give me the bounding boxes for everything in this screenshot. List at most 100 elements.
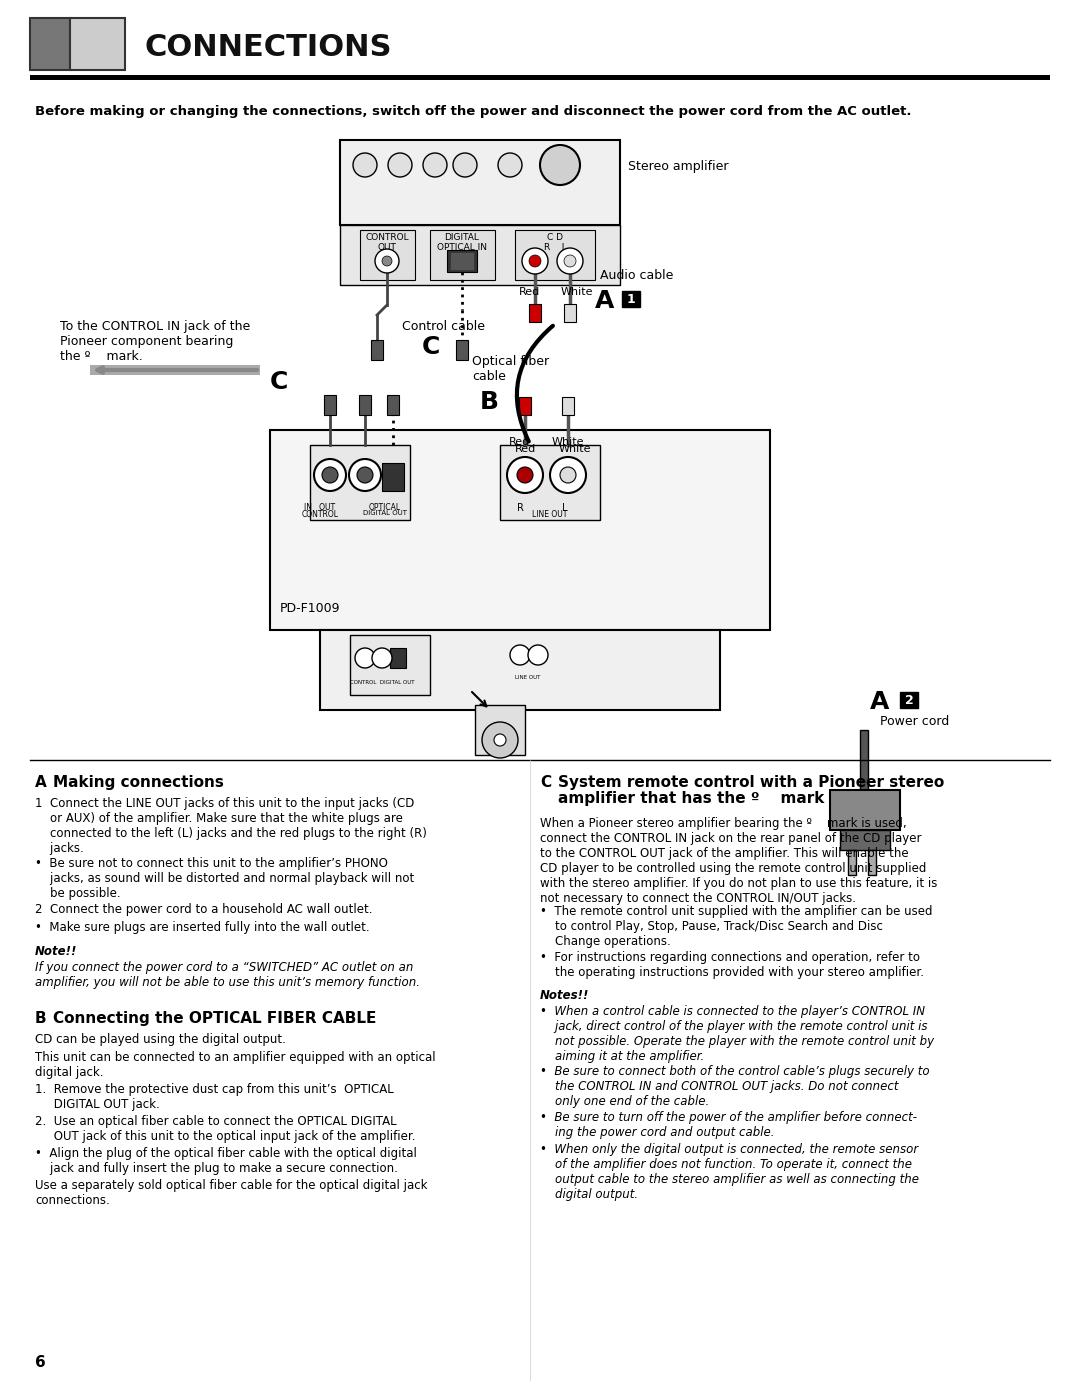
Circle shape [494, 733, 507, 746]
Text: Red: Red [518, 286, 540, 298]
Circle shape [529, 256, 541, 267]
Text: •  Make sure plugs are inserted fully into the wall outlet.: • Make sure plugs are inserted fully int… [35, 921, 369, 935]
Circle shape [388, 154, 411, 177]
Text: Red: Red [514, 444, 536, 454]
Bar [387, 395, 399, 415]
Text: CD can be played using the digital output.: CD can be played using the digital outpu… [35, 1032, 286, 1046]
Text: 2.  Use an optical fiber cable to connect the OPTICAL DIGITAL
     OUT jack of t: 2. Use an optical fiber cable to connect… [35, 1115, 416, 1143]
Text: C D
R    L: C D R L [543, 233, 566, 253]
Text: CONTROL  DIGITAL OUT: CONTROL DIGITAL OUT [350, 680, 415, 685]
Bar [350, 636, 430, 694]
Bar [868, 849, 876, 875]
Bar [456, 339, 468, 360]
Bar [529, 305, 541, 321]
Circle shape [314, 460, 346, 490]
Bar [324, 395, 336, 415]
Bar [340, 140, 620, 225]
Circle shape [510, 645, 530, 665]
Text: C: C [270, 370, 288, 394]
Bar [390, 648, 406, 668]
Text: PD-F1009: PD-F1009 [280, 602, 340, 615]
Text: 1  Connect the LINE OUT jacks of this unit to the input jacks (CD
    or AUX) of: 1 Connect the LINE OUT jacks of this uni… [35, 798, 427, 855]
Bar [622, 291, 640, 307]
Circle shape [564, 256, 576, 267]
Circle shape [540, 145, 580, 184]
Text: •  When a control cable is connected to the player’s CONTROL IN
    jack, direct: • When a control cable is connected to t… [540, 1004, 934, 1063]
Text: Note!!: Note!! [35, 944, 78, 958]
Circle shape [375, 249, 399, 272]
Text: •  Align the plug of the optical fiber cable with the optical digital
    jack a: • Align the plug of the optical fiber ca… [35, 1147, 417, 1175]
Text: LINE OUT: LINE OUT [515, 675, 540, 680]
Text: R: R [516, 503, 524, 513]
Circle shape [382, 256, 392, 265]
Bar [320, 630, 720, 710]
Circle shape [357, 467, 373, 483]
Bar [840, 830, 890, 849]
Bar [372, 339, 383, 360]
Text: CONTROL: CONTROL [301, 510, 338, 520]
Bar [848, 849, 856, 875]
Text: Power cord: Power cord [880, 715, 949, 728]
Bar [447, 250, 477, 272]
Bar [519, 397, 531, 415]
Text: LINE OUT: LINE OUT [532, 510, 568, 520]
Bar [515, 231, 595, 279]
Text: 1.  Remove the protective dust cap from this unit’s  OPTICAL
     DIGITAL OUT ja: 1. Remove the protective dust cap from t… [35, 1083, 394, 1111]
Text: 2  Connect the power cord to a household AC wall outlet.: 2 Connect the power cord to a household … [35, 902, 373, 916]
Text: 1: 1 [626, 293, 635, 306]
Circle shape [522, 249, 548, 274]
Circle shape [498, 154, 522, 177]
Circle shape [353, 154, 377, 177]
Circle shape [349, 460, 381, 490]
Text: IN   OUT: IN OUT [305, 503, 336, 511]
Circle shape [561, 467, 576, 483]
Text: CONTROL
OUT: CONTROL OUT [365, 233, 409, 253]
Text: A: A [35, 775, 46, 789]
Bar [430, 231, 495, 279]
Bar [382, 462, 404, 490]
Bar [359, 395, 372, 415]
Text: amplifier that has the º    mark: amplifier that has the º mark [558, 791, 824, 806]
Text: •  Be sure to connect both of the control cable’s plugs securely to
    the CONT: • Be sure to connect both of the control… [540, 1065, 930, 1108]
Bar [564, 305, 576, 321]
Text: A: A [595, 289, 615, 313]
Circle shape [507, 457, 543, 493]
Bar [340, 225, 620, 285]
Text: Audio cable: Audio cable [600, 270, 673, 282]
Circle shape [423, 154, 447, 177]
Text: •  Be sure not to connect this unit to the amplifier’s PHONO
    jacks, as sound: • Be sure not to connect this unit to th… [35, 856, 415, 900]
Text: B: B [480, 390, 499, 414]
Bar [30, 18, 70, 70]
Text: DIGITAL OUT: DIGITAL OUT [363, 510, 407, 515]
Text: Stereo amplifier: Stereo amplifier [627, 161, 729, 173]
Text: System remote control with a Pioneer stereo: System remote control with a Pioneer ste… [558, 775, 944, 789]
Text: White: White [558, 444, 591, 454]
Text: Making connections: Making connections [53, 775, 224, 789]
Text: CONNECTIONS: CONNECTIONS [145, 34, 392, 61]
Bar [270, 430, 770, 630]
Text: Notes!!: Notes!! [540, 989, 590, 1002]
Bar [562, 397, 573, 415]
Text: If you connect the power cord to a “SWITCHED” AC outlet on an
amplifier, you wil: If you connect the power cord to a “SWIT… [35, 961, 420, 989]
Text: OPTICAL: OPTICAL [369, 503, 401, 511]
Text: B: B [35, 1011, 46, 1025]
Text: 2: 2 [905, 694, 914, 707]
Bar [70, 18, 125, 70]
Text: This unit can be connected to an amplifier equipped with an optical
digital jack: This unit can be connected to an amplifi… [35, 1051, 435, 1078]
Circle shape [557, 249, 583, 274]
Bar [500, 446, 600, 520]
Text: Before making or changing the connections, switch off the power and disconnect t: Before making or changing the connection… [35, 105, 912, 117]
Text: C: C [422, 335, 441, 359]
Text: A: A [870, 690, 889, 714]
Text: •  For instructions regarding connections and operation, refer to
    the operat: • For instructions regarding connections… [540, 951, 924, 979]
Circle shape [517, 467, 534, 483]
Text: White: White [552, 437, 584, 447]
Circle shape [453, 154, 477, 177]
Text: •  The remote control unit supplied with the amplifier can be used
    to contro: • The remote control unit supplied with … [540, 905, 932, 949]
Text: Red: Red [510, 437, 530, 447]
Text: C: C [540, 775, 551, 789]
Text: •  When only the digital output is connected, the remote sensor
    of the ampli: • When only the digital output is connec… [540, 1143, 919, 1201]
Text: Connecting the OPTICAL FIBER CABLE: Connecting the OPTICAL FIBER CABLE [53, 1011, 376, 1025]
Circle shape [372, 648, 392, 668]
Circle shape [550, 457, 586, 493]
